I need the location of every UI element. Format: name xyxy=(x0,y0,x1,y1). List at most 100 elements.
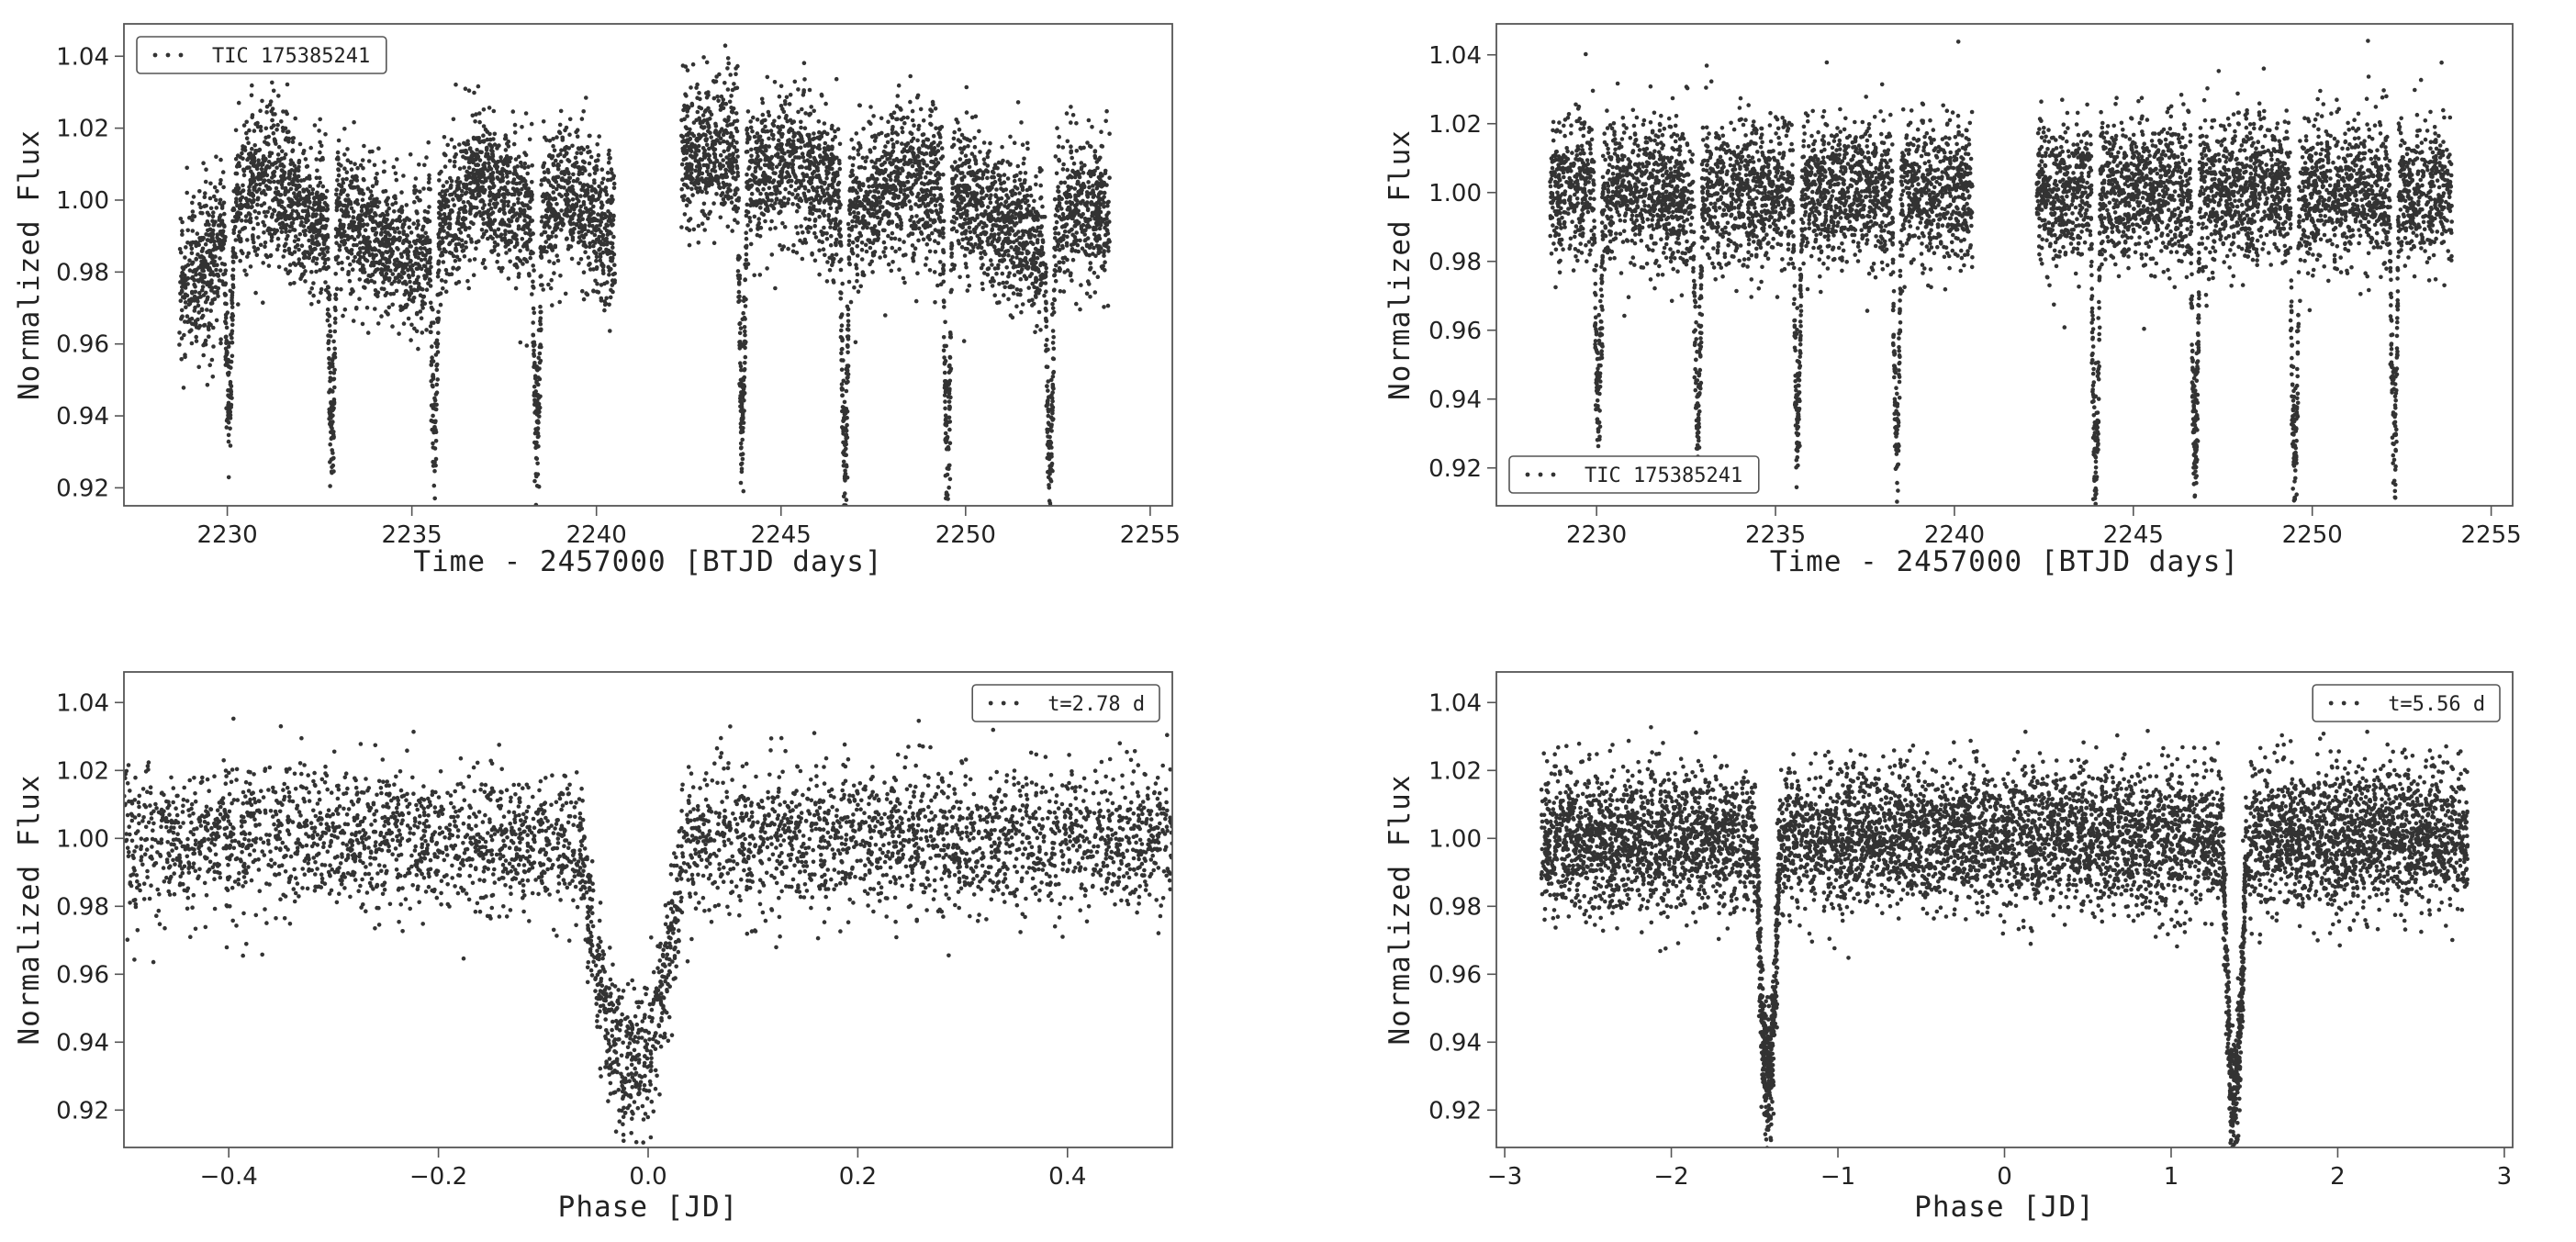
data-point xyxy=(558,274,563,278)
data-point xyxy=(1017,191,1022,196)
data-point xyxy=(585,145,590,150)
data-point xyxy=(406,273,411,278)
data-point xyxy=(214,318,219,323)
data-point xyxy=(412,280,418,285)
data-point xyxy=(591,204,596,209)
data-point xyxy=(472,173,477,178)
data-point xyxy=(367,150,373,154)
data-point xyxy=(412,287,417,293)
data-point xyxy=(229,359,234,364)
data-point xyxy=(298,178,304,183)
data-point xyxy=(919,231,924,236)
data-point xyxy=(598,246,603,252)
data-point xyxy=(581,109,586,114)
data-point xyxy=(1055,126,1059,130)
data-point xyxy=(209,237,214,242)
data-point xyxy=(547,259,552,264)
data-point xyxy=(330,470,334,476)
data-point xyxy=(363,228,368,232)
data-point xyxy=(534,440,539,445)
data-point xyxy=(230,290,235,296)
data-point xyxy=(599,205,604,210)
data-point xyxy=(517,272,521,276)
data-point xyxy=(554,158,558,163)
data-point xyxy=(187,258,192,263)
data-point xyxy=(541,119,546,124)
data-point xyxy=(1005,176,1011,181)
data-point xyxy=(331,455,336,461)
data-point xyxy=(386,257,392,263)
data-point xyxy=(917,146,922,151)
data-point xyxy=(578,194,583,198)
data-point xyxy=(206,238,210,242)
data-point xyxy=(603,215,608,219)
data-point xyxy=(744,257,749,263)
data-point xyxy=(250,146,254,151)
data-point xyxy=(518,249,522,253)
data-point xyxy=(237,229,242,234)
data-point xyxy=(336,162,342,167)
data-point xyxy=(349,180,354,185)
data-point xyxy=(201,256,207,261)
data-point xyxy=(513,157,519,162)
data-point xyxy=(921,118,926,123)
data-point xyxy=(300,208,306,214)
data-point xyxy=(224,334,229,340)
data-point xyxy=(288,282,293,286)
data-point xyxy=(525,171,530,176)
data-point xyxy=(293,245,298,250)
data-point xyxy=(276,202,282,207)
data-point xyxy=(496,176,500,182)
data-point xyxy=(455,175,461,181)
data-point xyxy=(468,202,473,207)
data-point xyxy=(279,168,285,173)
data-point xyxy=(778,84,784,89)
data-point xyxy=(460,188,465,194)
data-point xyxy=(488,178,494,184)
data-point xyxy=(405,233,410,238)
data-point xyxy=(468,190,474,196)
data-point xyxy=(348,235,353,241)
data-point xyxy=(506,158,510,162)
data-point xyxy=(514,218,520,223)
data-point xyxy=(487,161,491,166)
data-point xyxy=(490,173,495,179)
data-point xyxy=(190,218,195,222)
data-point xyxy=(599,167,605,172)
data-point xyxy=(356,229,362,235)
data-point xyxy=(495,164,500,169)
data-point xyxy=(498,185,504,191)
data-point xyxy=(443,200,449,205)
data-point xyxy=(330,406,334,411)
data-point xyxy=(609,287,613,293)
data-point xyxy=(267,231,273,236)
data-point xyxy=(491,137,496,141)
data-point xyxy=(210,231,216,237)
data-point xyxy=(269,238,274,243)
data-point xyxy=(367,210,372,215)
data-point xyxy=(310,237,315,242)
data-point xyxy=(511,177,517,182)
data-point xyxy=(537,360,543,365)
data-point xyxy=(418,246,423,251)
data-point xyxy=(429,378,434,384)
data-point xyxy=(468,181,473,185)
data-point xyxy=(606,151,611,157)
data-point xyxy=(324,218,330,223)
data-point xyxy=(553,243,558,249)
data-point xyxy=(333,297,339,302)
data-point xyxy=(602,308,607,313)
data-point xyxy=(272,208,277,213)
data-point xyxy=(385,197,389,203)
data-point xyxy=(560,138,566,142)
data-point xyxy=(513,171,518,175)
data-point xyxy=(255,163,261,168)
data-point xyxy=(454,179,459,184)
data-point xyxy=(849,137,854,142)
data-point xyxy=(351,319,356,323)
data-point xyxy=(526,206,532,210)
data-point xyxy=(356,213,362,218)
data-point xyxy=(220,246,226,252)
data-point xyxy=(345,210,351,215)
data-point xyxy=(535,461,540,466)
